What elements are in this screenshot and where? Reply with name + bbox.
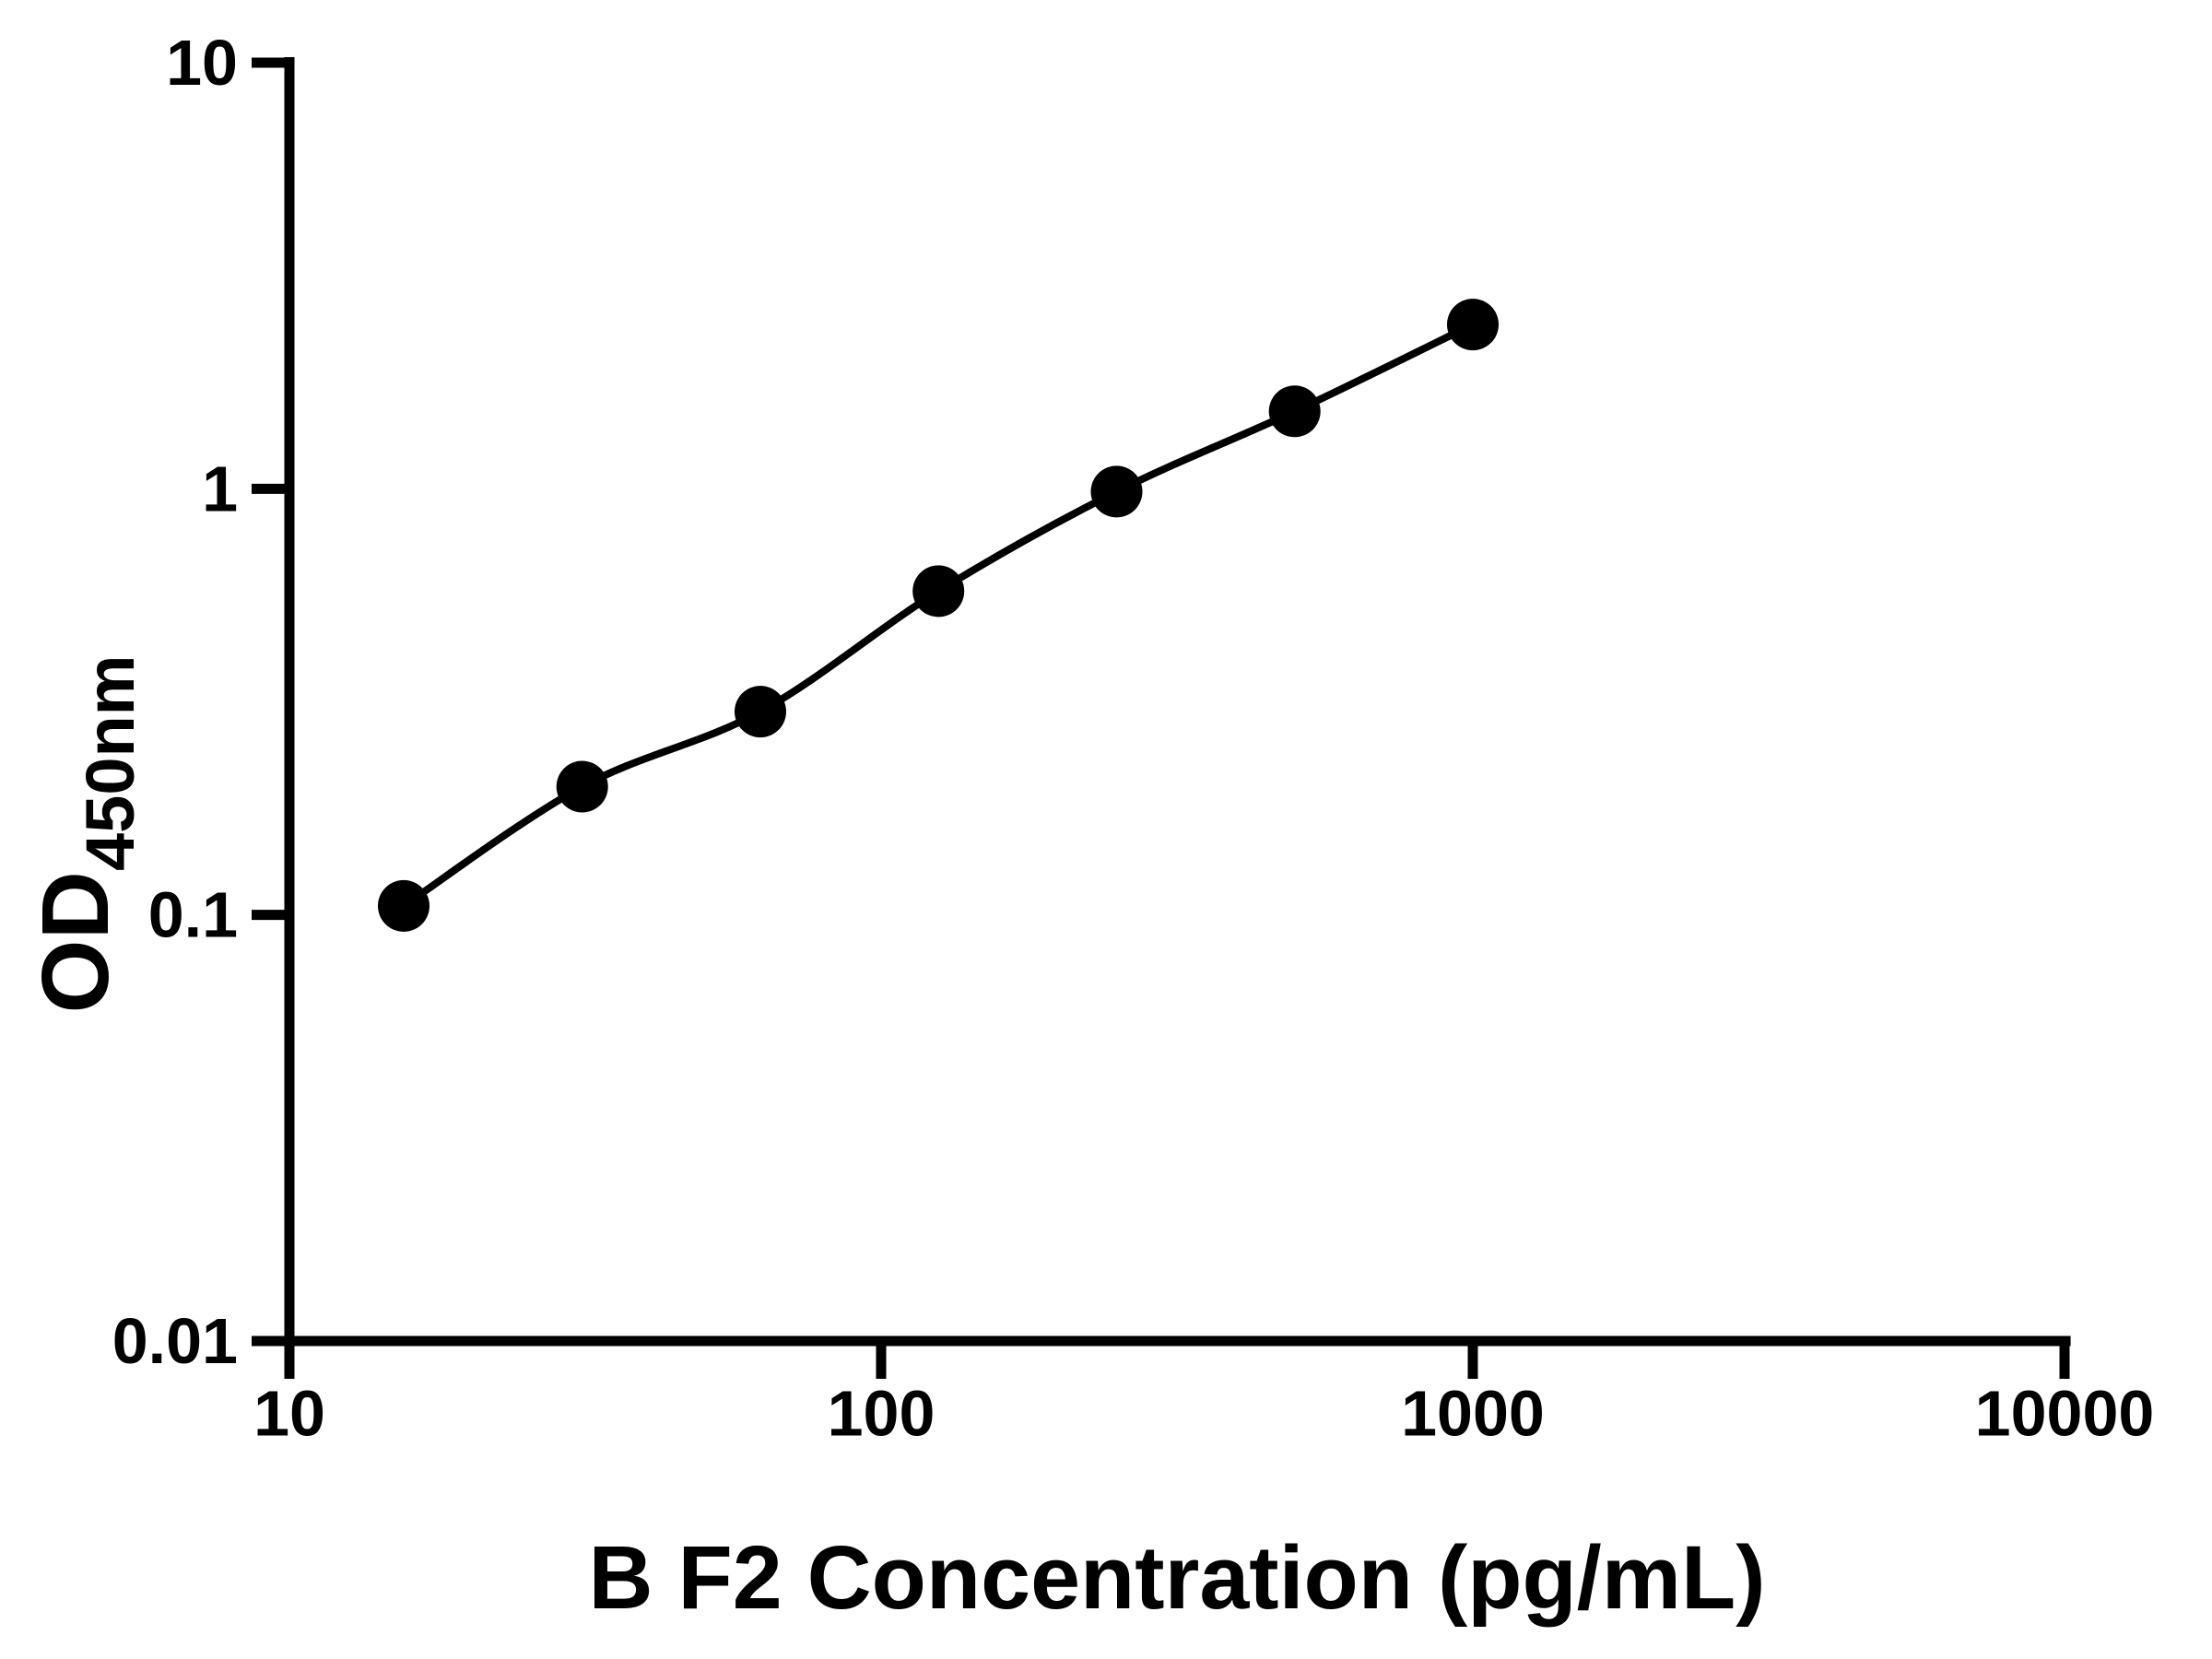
x-tick-label: 10 (253, 1377, 325, 1449)
data-point (1090, 465, 1143, 518)
x-axis-title: B F2 Concentration (pg/mL) (588, 1527, 1765, 1628)
y-tick-label: 1 (202, 453, 238, 524)
data-point (735, 686, 786, 738)
data-point (1447, 299, 1499, 351)
y-axis-title-subscript: 450nm (72, 655, 148, 871)
y-axis-title-main: OD (22, 871, 128, 1014)
x-tick-label: 1000 (1401, 1377, 1545, 1449)
y-axis-title: OD450nm (22, 655, 148, 1014)
x-tick-label: 100 (828, 1377, 935, 1449)
y-tick-label: 0.1 (148, 879, 238, 951)
data-point (556, 760, 608, 813)
y-tick-label: 0.01 (112, 1305, 238, 1377)
data-point (378, 879, 429, 932)
y-tick-label: 10 (166, 27, 238, 99)
data-point (1268, 385, 1321, 438)
data-point (912, 565, 965, 618)
x-tick-label: 10000 (1975, 1377, 2155, 1449)
